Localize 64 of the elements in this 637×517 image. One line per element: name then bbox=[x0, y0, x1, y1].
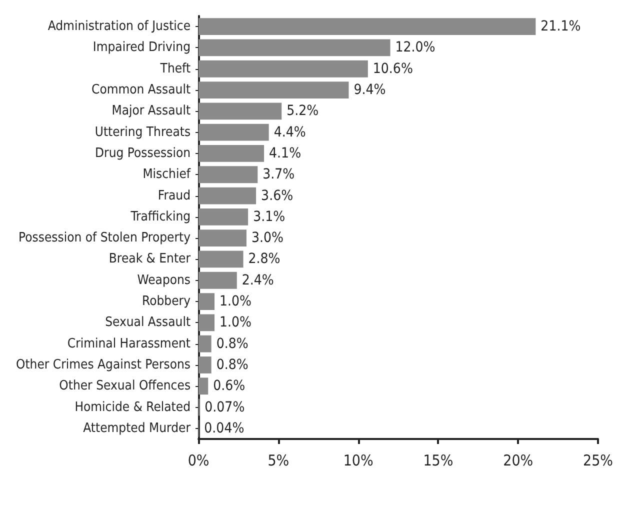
data-label: 9.4% bbox=[354, 82, 386, 98]
y-tick-label: Common Assault bbox=[92, 82, 191, 98]
x-tick-label: 25% bbox=[583, 452, 614, 470]
data-label: 4.1% bbox=[269, 145, 302, 162]
y-tick-label: Theft bbox=[159, 61, 191, 76]
data-label: 2.4% bbox=[242, 272, 274, 288]
bar bbox=[198, 250, 244, 268]
bar bbox=[198, 82, 349, 98]
data-label: 0.8% bbox=[216, 336, 248, 352]
x-tick-label: 15% bbox=[423, 452, 454, 470]
bar bbox=[198, 166, 258, 184]
bar bbox=[198, 356, 212, 374]
data-label: 3.6% bbox=[261, 188, 294, 204]
bar bbox=[198, 102, 282, 120]
y-tick-label: Attempted Murder bbox=[83, 420, 191, 436]
y-tick-label: Weapons bbox=[137, 272, 191, 288]
y-tick-label: Sexual Assault bbox=[105, 315, 191, 330]
bar bbox=[198, 60, 368, 78]
y-tick-label: Homicide & Related bbox=[74, 400, 191, 415]
y-tick-label: Major Assault bbox=[112, 104, 191, 119]
bar bbox=[198, 314, 215, 332]
bar bbox=[198, 39, 390, 56]
bar bbox=[198, 18, 536, 36]
y-tick-label: Break & Enter bbox=[108, 252, 191, 267]
x-tick-label: 0% bbox=[188, 452, 210, 470]
data-label: 0.07% bbox=[204, 399, 245, 416]
data-label: 0.04% bbox=[204, 420, 244, 436]
y-tick-label: Trafficking bbox=[130, 209, 191, 224]
data-label: 0.8% bbox=[216, 356, 248, 373]
bar bbox=[198, 208, 248, 226]
x-tick-label: 5% bbox=[268, 452, 290, 470]
x-tick-label: 10% bbox=[343, 452, 374, 470]
bar bbox=[198, 378, 208, 395]
data-label: 21.1% bbox=[540, 18, 581, 35]
data-label: 2.8% bbox=[248, 251, 280, 268]
data-label: 3.0% bbox=[251, 230, 284, 246]
y-tick-label: Mischief bbox=[142, 167, 192, 182]
y-tick-label: Impaired Driving bbox=[92, 40, 191, 56]
y-tick-label: Fraud bbox=[158, 188, 191, 204]
bar bbox=[198, 145, 264, 162]
y-tick-label: Drug Possession bbox=[95, 146, 191, 161]
bar bbox=[198, 124, 269, 141]
data-label: 1.0% bbox=[220, 294, 252, 310]
y-tick-label: Administration of Justice bbox=[48, 19, 191, 34]
bar bbox=[198, 230, 246, 247]
data-label: 1.0% bbox=[220, 314, 252, 331]
data-label: 12.0% bbox=[395, 40, 436, 56]
data-label: 0.6% bbox=[213, 378, 246, 394]
bar bbox=[198, 293, 215, 310]
data-label: 3.7% bbox=[262, 166, 295, 183]
y-tick-label: Other Sexual Offences bbox=[59, 378, 191, 394]
y-tick-label: Possession of Stolen Property bbox=[18, 230, 191, 246]
data-label: 3.1% bbox=[253, 208, 286, 225]
bar bbox=[198, 272, 237, 289]
y-tick-label: Other Crimes Against Persons bbox=[16, 357, 191, 372]
x-tick-label: 20% bbox=[503, 452, 534, 470]
data-label: 5.2% bbox=[286, 103, 319, 120]
data-label: 4.4% bbox=[274, 124, 306, 140]
data-label: 10.6% bbox=[372, 60, 413, 77]
y-tick-label: Robbery bbox=[142, 294, 191, 310]
bar bbox=[198, 187, 256, 204]
bar bbox=[198, 335, 212, 352]
y-tick-label: Uttering Threats bbox=[94, 124, 191, 140]
y-tick-label: Criminal Harassment bbox=[67, 336, 191, 352]
